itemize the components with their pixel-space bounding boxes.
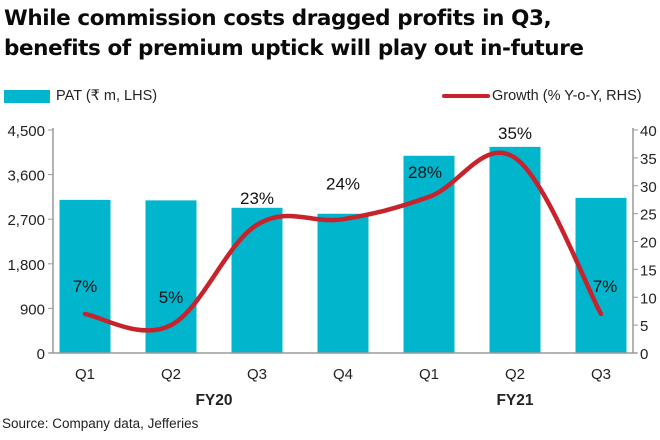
x-tick-label: Q2 [161, 366, 181, 383]
x-tick-label: Q1 [419, 366, 439, 383]
right-tick-label: 15 [640, 262, 657, 279]
left-tick-label: 3,600 [7, 168, 45, 185]
left-tick-label: 1,800 [7, 257, 45, 274]
chart-title: While commission costs dragged profits i… [4, 4, 654, 64]
bar-q2-5 [489, 146, 541, 353]
x-tick-label: Q3 [247, 366, 267, 383]
growth-data-label: 35% [498, 124, 532, 143]
right-tick-label: 5 [640, 318, 648, 335]
right-tick-label: 20 [640, 235, 657, 252]
data-labels: 7% 5% 23% 24% 28% 35% 7% [73, 124, 618, 307]
legend-item-growth: Growth (% Y-o-Y, RHS) [442, 88, 642, 104]
bar-q4-3 [317, 213, 369, 353]
right-tick-label: 10 [640, 290, 657, 307]
title-line-1: While commission costs dragged profits i… [4, 6, 552, 31]
x-group-label: FY20 [195, 392, 232, 409]
left-tick-label: 2,700 [7, 212, 45, 229]
legend-item-pat: PAT (₹ m, LHS) [4, 88, 157, 104]
growth-data-label: 28% [408, 163, 442, 182]
bar-q3-2 [231, 207, 283, 353]
legend-label-pat: PAT (₹ m, LHS) [56, 88, 158, 104]
legend-bar-swatch [4, 89, 50, 103]
left-tick-label: 0 [37, 346, 45, 363]
line-series [82, 150, 604, 333]
axes: 0 900 1,800 2,700 3,600 4,500 0 5 10 15 20 25 30 35 40… [7, 123, 656, 409]
right-tick-label: 40 [640, 123, 657, 140]
right-tick-label: 25 [640, 207, 657, 224]
growth-data-label: 5% [159, 288, 184, 307]
bar-q1-0 [59, 199, 111, 353]
x-group-label: FY21 [496, 392, 533, 409]
right-tick-label: 35 [640, 151, 657, 168]
bar-series [59, 146, 627, 353]
right-tick-label: 30 [640, 179, 657, 196]
growth-data-label: 7% [73, 277, 98, 296]
legend-label-growth: Growth (% Y-o-Y, RHS) [492, 88, 642, 104]
source-note: Source: Company data, Jefferies [2, 416, 199, 431]
legend-line-swatch [442, 94, 490, 98]
x-tick-label: Q4 [333, 366, 353, 383]
left-tick-label: 900 [20, 301, 45, 318]
x-tick-label: Q1 [75, 366, 95, 383]
x-tick-label: Q3 [591, 366, 611, 383]
left-tick-label: 4,500 [7, 123, 45, 140]
x-tick-label: Q2 [505, 366, 525, 383]
growth-data-label: 7% [593, 277, 618, 296]
growth-data-label: 24% [326, 175, 360, 194]
growth-data-label: 23% [240, 189, 274, 208]
title-line-2: benefits of premium uptick will play out… [4, 36, 584, 61]
growth-line [82, 150, 604, 333]
right-tick-label: 0 [640, 346, 648, 363]
